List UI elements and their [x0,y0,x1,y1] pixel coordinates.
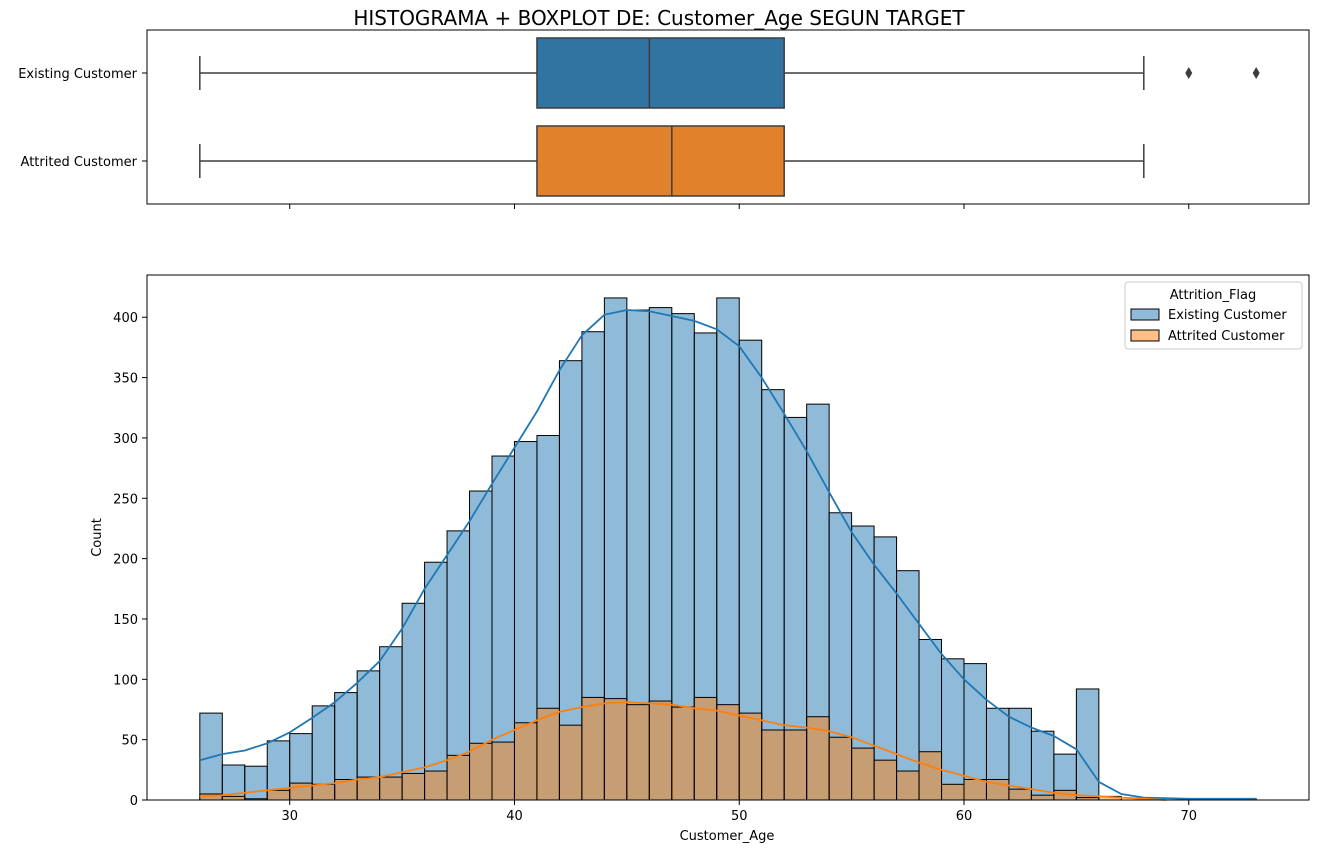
histogram-bar [626,704,650,801]
bars-attrited [199,696,1122,801]
y-tick-label: 350 [113,372,138,387]
histogram-bar [581,696,605,801]
y-tick-label: 50 [121,734,138,749]
y-tick-label: Existing Customer [18,67,137,82]
histogram-bar [379,776,403,801]
histogram-bar [1030,794,1055,801]
legend-frame [1124,281,1303,350]
histogram-bar [941,783,965,801]
boxplot-existing [199,37,1260,109]
legend-swatch-existing [1130,308,1160,321]
histogram-bar [1075,688,1100,801]
x-tick-label: 70 [1180,809,1197,824]
histogram-bar [603,698,628,801]
histogram-bar [828,736,853,801]
histogram-bar [783,729,808,801]
histogram-bar [896,770,920,801]
histogram-bar [963,778,987,801]
histogram-bar [738,712,763,801]
histogram-bar [469,742,493,801]
histogram-bar [941,658,965,801]
histogram-bar [693,696,718,801]
iqr-box [536,125,785,197]
legend-entry-existing: Existing Customer [1168,308,1287,323]
kde-line-existing [199,309,1257,800]
histogram-bar [311,783,336,801]
histogram-bar [851,747,875,801]
y-tick-label: 250 [113,492,138,507]
legend-swatch-attrited [1130,329,1160,342]
histogram-bar [1008,788,1032,801]
histogram-bar [424,770,448,801]
histogram-bar [513,722,538,801]
histogram-bar [558,724,583,801]
kde-line-attrited [199,701,1167,801]
outlier-point [1252,67,1260,79]
boxplot-axes: Existing Customer Attrited Customer [18,29,1310,209]
x-tick-label: 60 [956,809,973,824]
histogram-bar [873,759,898,801]
x-tick-label: 50 [731,809,748,824]
histogram-bar [266,789,291,801]
x-tick-label: 40 [506,809,523,824]
y-tick-label: 300 [113,432,138,447]
x-axis-label: Customer_Age [680,829,775,844]
legend-title: Attrition_Flag [1170,288,1257,303]
histogram-bar [648,700,673,801]
histogram-bar [446,754,471,801]
y-axis-label: Count [90,518,105,557]
y-tick-label: 0 [130,794,138,809]
histogram-bar [671,706,695,801]
histogram-bar [244,765,268,801]
histogram-bar [918,751,943,801]
histogram-bar [491,741,515,801]
legend-entry-attrited: Attrited Customer [1168,329,1285,344]
outlier-point [1185,67,1193,79]
histogram-bar [221,795,246,801]
histogram-axes: 30 40 50 60 70 0 50 100 150 200 250 300 350 400 Custom… [90,274,1310,844]
legend: Attrition_Flag Existing Customer Attrited … [1124,281,1303,350]
figure-title: HISTOGRAMA + BOXPLOT DE: Customer_Age SE… [353,6,965,30]
histogram-bar [896,570,920,801]
iqr-box [536,37,785,109]
y-tick-label: 200 [113,553,138,568]
boxplot-attrited [199,125,1145,197]
x-tick-label: 30 [281,809,298,824]
y-tick-label: 400 [113,311,138,326]
y-tick-label: 150 [113,613,138,628]
y-tick-label: Attrited Customer [21,155,138,170]
histogram-bar [536,707,560,801]
histogram-bar [716,704,740,801]
histogram-frame [146,274,1310,801]
histogram-bar [761,729,785,801]
histogram-bar [356,776,381,801]
y-tick-label: 100 [113,673,138,688]
histogram-bar [401,772,426,801]
